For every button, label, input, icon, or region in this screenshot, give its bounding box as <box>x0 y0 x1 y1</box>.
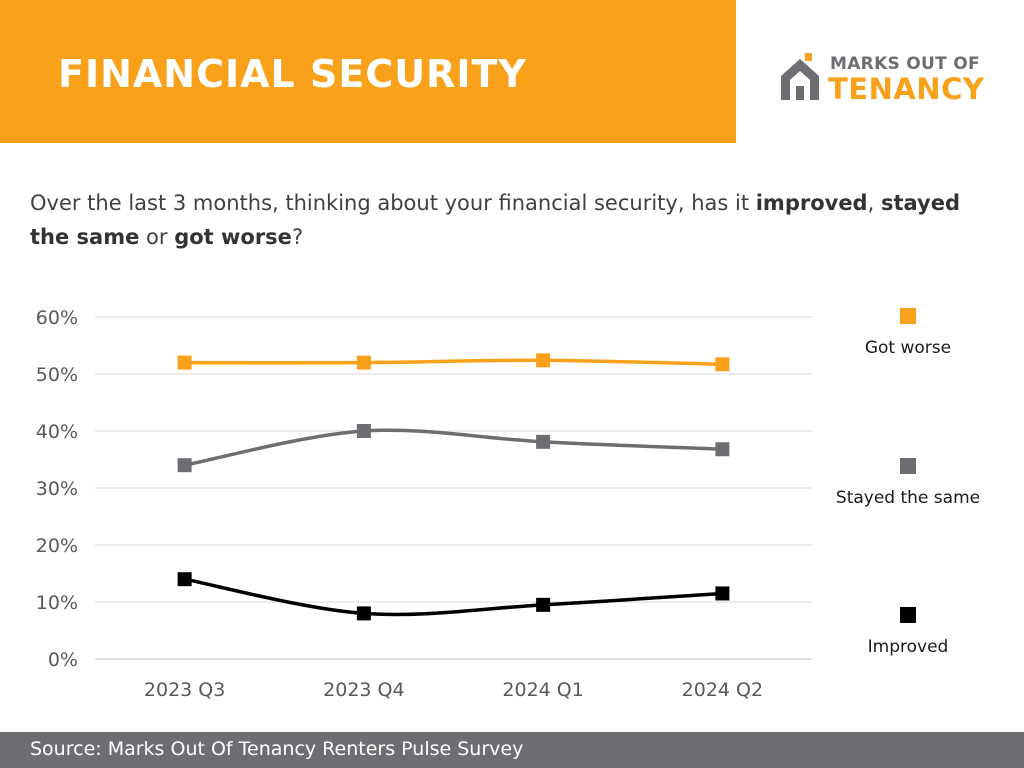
data-point-stayed-the-same <box>715 442 730 457</box>
data-point-got-worse <box>356 355 371 370</box>
x-tick-label: 2024 Q2 <box>682 679 763 701</box>
logo-line-2: TENANCY <box>828 72 985 106</box>
data-point-stayed-the-same <box>356 424 371 438</box>
question-bold-improved: improved <box>755 191 868 215</box>
legend-label-stayed-the-same: Stayed the same <box>835 488 981 508</box>
y-tick-label: 20% <box>36 535 78 557</box>
footer-bar: Source: Marks Out Of Tenancy Renters Pul… <box>0 732 1024 768</box>
legend-swatch-stayed-the-same <box>900 458 916 474</box>
series-line-got-worse <box>182 358 725 367</box>
legend-label-improved: Improved <box>867 637 949 657</box>
y-tick-label: 60% <box>36 307 78 329</box>
logo-line-1: MARKS OUT OF <box>830 54 980 74</box>
series-line-improved <box>182 577 725 617</box>
page-title: Financial security <box>58 52 527 96</box>
x-tick-label: 2023 Q4 <box>323 679 404 701</box>
x-tick-label: 2023 Q3 <box>144 679 225 701</box>
question-text-1: Over the last 3 months, thinking about y… <box>30 191 756 215</box>
data-point-got-worse <box>715 357 730 372</box>
series-line-stayed-the-same <box>182 428 725 467</box>
legend-swatch-got-worse <box>900 308 916 324</box>
y-tick-label: 40% <box>36 421 78 443</box>
y-tick-label: 30% <box>36 478 78 500</box>
house-icon <box>781 53 819 100</box>
data-point-improved <box>356 606 371 621</box>
data-point-improved <box>715 586 730 601</box>
y-tick-label: 10% <box>36 592 78 614</box>
data-point-got-worse <box>177 355 192 370</box>
line-chart: 0% 10% 20% 30% 40% 50% 60% 2023 Q3 2023 Q4 2024 Q… <box>36 307 812 701</box>
x-tick-label: 2024 Q1 <box>502 679 583 701</box>
question-text-4: ? <box>291 225 304 249</box>
legend-label-got-worse: Got worse <box>864 338 952 358</box>
source-note: Source: Marks Out Of Tenancy Renters Pul… <box>30 738 524 760</box>
survey-question: Over the last 3 months, thinking about y… <box>30 186 1000 254</box>
data-point-improved <box>177 572 192 587</box>
legend-item-got-worse: Got worse <box>828 308 988 358</box>
y-tick-label: 0% <box>48 649 78 671</box>
legend-swatch-improved <box>900 607 916 623</box>
data-point-improved <box>536 597 551 612</box>
question-bold-worse: got worse <box>174 225 292 249</box>
legend-item-improved: Improved <box>828 607 988 657</box>
data-point-stayed-the-same <box>536 434 551 449</box>
y-tick-label: 50% <box>36 364 78 386</box>
header-band <box>0 0 736 143</box>
legend-item-stayed-the-same: Stayed the same <box>828 458 988 508</box>
question-bold-stayed: stayed the same <box>30 191 960 249</box>
data-point-got-worse <box>536 353 551 368</box>
question-text-3: or <box>139 225 175 249</box>
question-text-2: , <box>867 191 881 215</box>
data-point-stayed-the-same <box>177 458 192 473</box>
brand-logo: MARKS OUT OF TENANCY <box>778 50 998 110</box>
